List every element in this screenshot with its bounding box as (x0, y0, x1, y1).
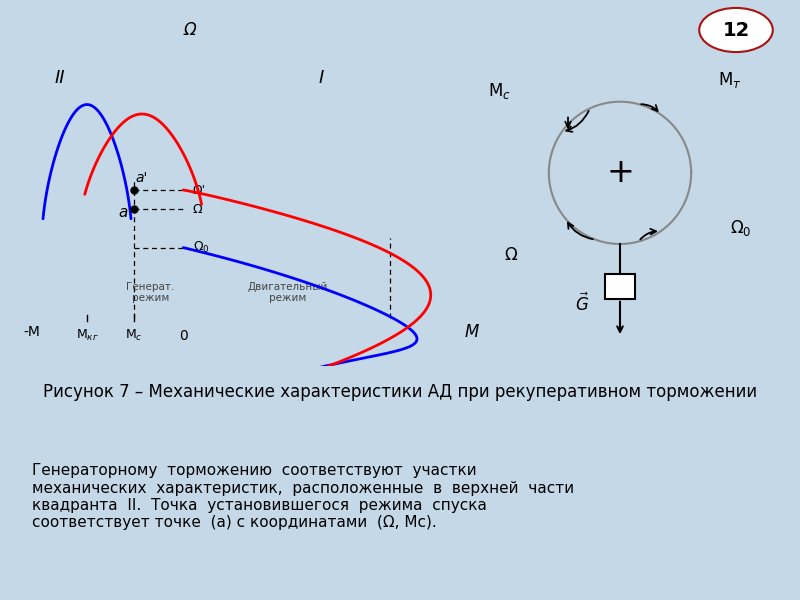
Text: a': a' (135, 171, 147, 185)
Bar (605, 274, 635, 299)
Text: $\vec{G}$: $\vec{G}$ (574, 293, 589, 316)
Text: a: a (118, 205, 128, 220)
Text: Ω: Ω (193, 203, 202, 215)
Text: Рисунок 7 – Механические характеристики АД при рекуперативном торможении: Рисунок 7 – Механические характеристики … (43, 383, 757, 401)
Text: M$_с$: M$_с$ (488, 81, 511, 101)
Text: 0: 0 (179, 329, 188, 343)
Text: M$_с$: M$_с$ (125, 328, 142, 343)
Text: I: I (318, 69, 323, 87)
Text: Ω$_0$: Ω$_0$ (193, 240, 210, 255)
Text: Генерат.
режим: Генерат. режим (126, 281, 174, 303)
Text: Ω: Ω (504, 246, 517, 264)
Text: Ω': Ω' (193, 184, 206, 196)
Text: Ω: Ω (184, 21, 197, 39)
Text: II: II (54, 69, 65, 87)
Text: Двигательный
режим: Двигательный режим (247, 281, 328, 303)
Text: Ω$_0$: Ω$_0$ (730, 218, 751, 238)
Text: M: M (465, 323, 479, 341)
Text: Генераторному  торможению  соответствуют  участки
механических  характеристик,  : Генераторному торможению соответствуют у… (32, 463, 574, 530)
Text: 12: 12 (722, 20, 750, 40)
Circle shape (699, 8, 773, 52)
Text: -M: -M (23, 325, 41, 340)
Text: M$_{кг}$: M$_{кг}$ (75, 328, 98, 343)
Text: M$_т$: M$_т$ (718, 70, 742, 90)
Text: +: + (606, 157, 634, 190)
